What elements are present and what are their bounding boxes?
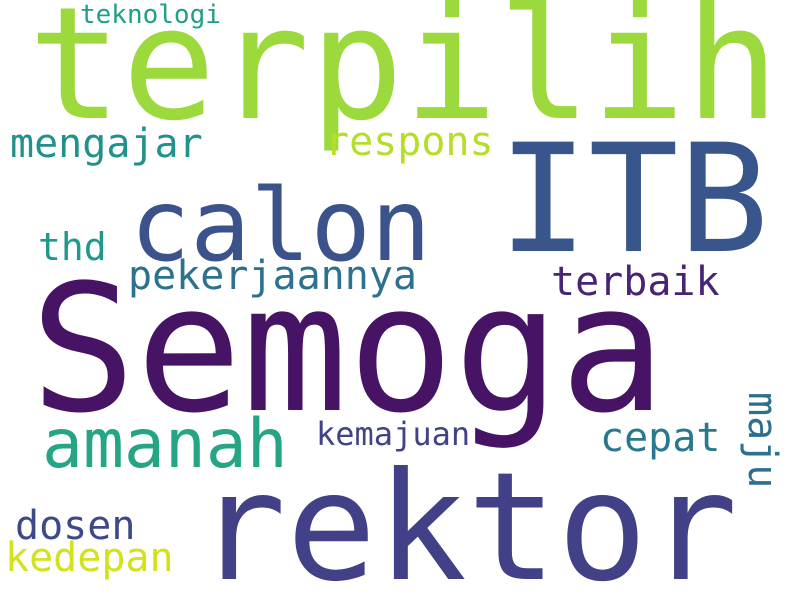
word-pekerjaannya: pekerjaannya [128,253,417,299]
word-itb: ITB [498,113,769,287]
word-calon: calon [130,167,432,284]
word-kedepan: kedepan [5,535,174,581]
word-amanah: amanah [42,405,288,484]
word-mengajar: mengajar [10,121,203,167]
word-rektor: rektor [196,441,738,600]
word-teknologi: teknologi [80,0,221,30]
word-dosen: dosen [15,503,136,549]
word-terbaik: terbaik [551,259,720,305]
word-respons: respons [325,119,494,165]
word-terpilih: terpilih [28,0,780,155]
word-kemajuan: kemajuan [316,415,471,453]
word-cepat: cepat [600,415,721,461]
word-maju: maju [739,392,785,489]
word-semoga: Semoga [30,247,666,452]
word-thd: thd [38,225,107,269]
